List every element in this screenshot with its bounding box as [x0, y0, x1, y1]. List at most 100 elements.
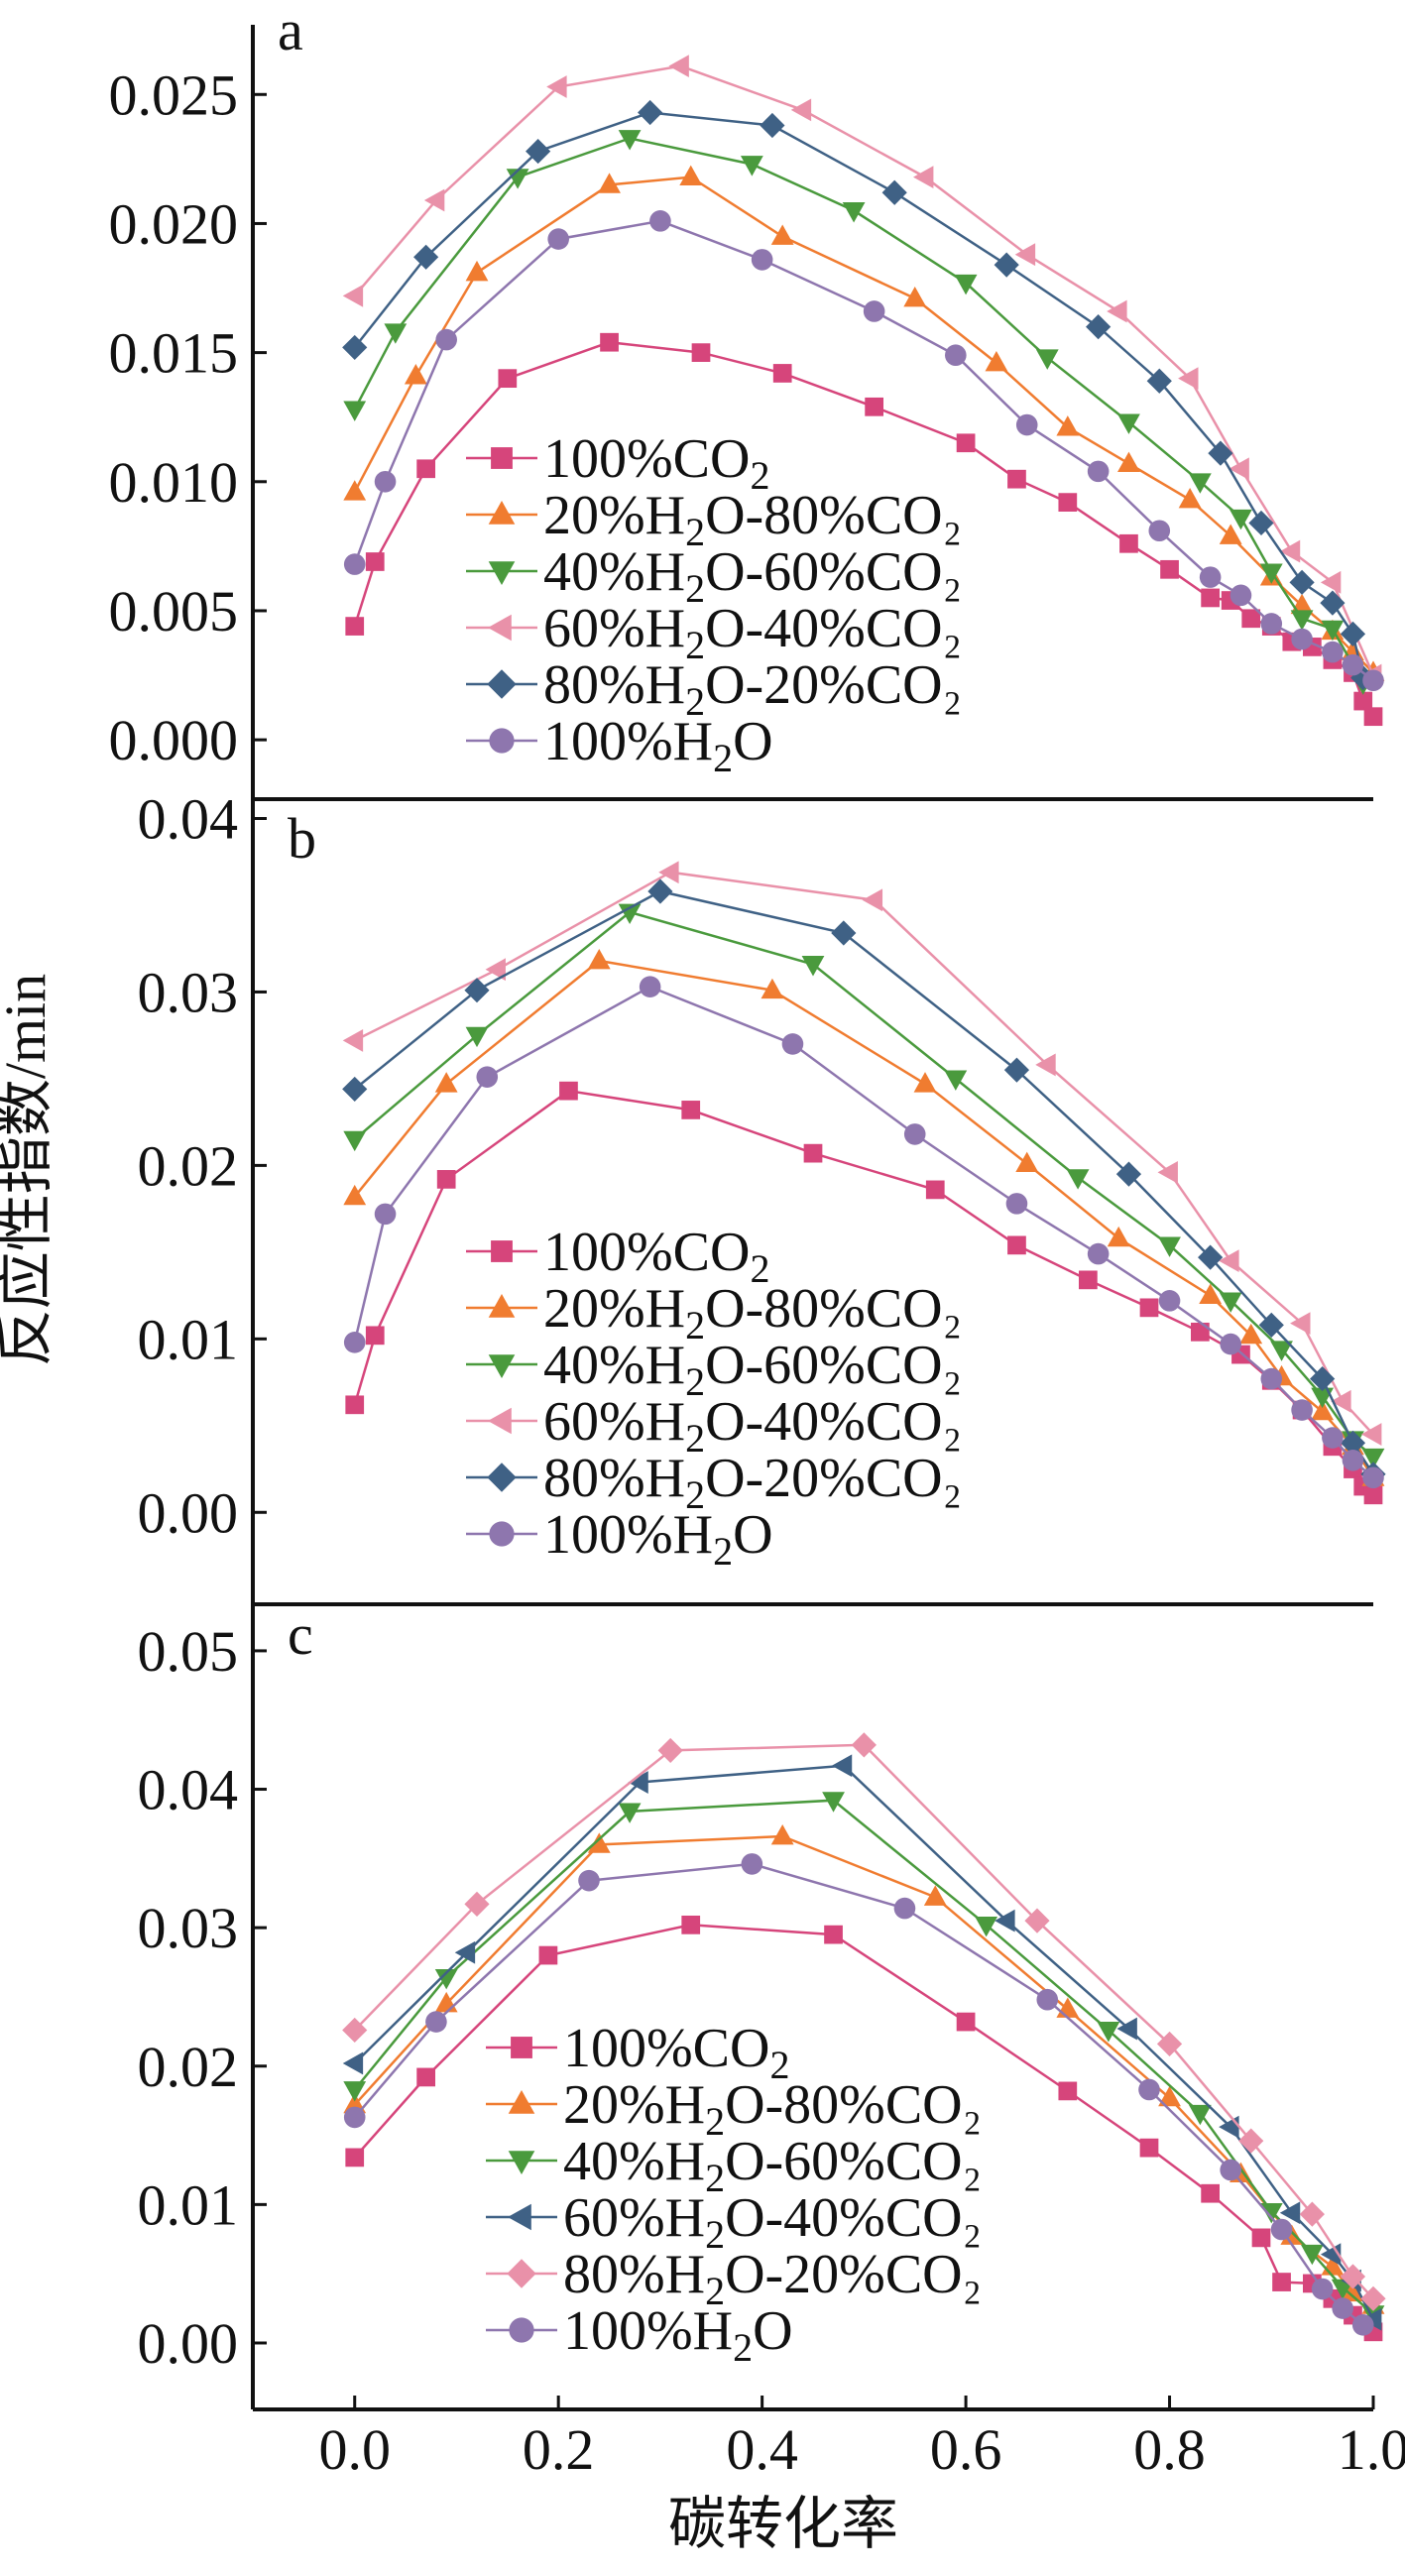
data-point: [1342, 1449, 1364, 1471]
data-point: [464, 978, 490, 1003]
data-point: [985, 351, 1008, 372]
data-point: [881, 179, 907, 205]
y-tick-label: 0.03: [138, 1896, 239, 1960]
data-point: [1058, 2081, 1078, 2101]
series-5: [342, 1732, 1386, 2311]
series-3: [343, 130, 1375, 695]
data-point: [365, 1326, 385, 1346]
data-point: [1115, 1161, 1142, 1187]
data-point: [761, 978, 784, 999]
data-point: [1272, 2273, 1291, 2291]
data-point: [1340, 1430, 1366, 1456]
data-point: [1158, 1236, 1181, 1257]
legend-marker: [491, 1240, 513, 1262]
legend-a: 100%CO220%H2O-80%CO₂40%H2O-60%CO₂60%H2O-…: [466, 428, 962, 780]
data-point: [954, 274, 978, 295]
data-point: [1220, 1333, 1241, 1355]
data-point: [506, 169, 529, 189]
data-point: [1259, 563, 1283, 584]
data-point: [1107, 1226, 1130, 1247]
data-point: [1107, 299, 1127, 323]
series-6: [343, 210, 1384, 692]
data-point: [1015, 413, 1038, 436]
data-point: [1191, 1322, 1210, 1342]
data-point: [1291, 628, 1313, 650]
data-point: [1248, 510, 1274, 536]
y-tick-label: 0.00: [138, 2311, 239, 2376]
legend-entry: 100%CO2: [486, 2018, 789, 2087]
data-point: [1079, 1270, 1098, 1290]
data-point: [598, 173, 621, 193]
y-tick-label: 0.025: [109, 62, 239, 127]
data-point: [578, 1869, 600, 1892]
legend-marker: [488, 614, 512, 642]
panel-c: 0.00 0.01 0.02 0.03 0.04 0.05 100%CO220%H2O-80…: [138, 1619, 1386, 2376]
data-point: [547, 228, 569, 250]
x-axis-title: 碳转化率: [668, 2492, 898, 2556]
y-tick-label: 0.03: [138, 960, 239, 1024]
data-point: [434, 1968, 458, 1990]
data-point: [862, 888, 883, 912]
data-point: [465, 1026, 489, 1048]
legend-label: 60%H2O-40%CO₂: [543, 1391, 962, 1461]
data-point: [1208, 440, 1233, 466]
legend-entry: 60%H2O-40%CO₂: [466, 1391, 962, 1461]
data-point: [1007, 1235, 1026, 1255]
data-point: [1241, 609, 1261, 629]
data-point: [1003, 1057, 1030, 1083]
y-tick-label: 0.010: [109, 450, 239, 515]
data-point: [1117, 451, 1140, 472]
panel-c-letter: c: [288, 1602, 313, 1667]
data-point: [1139, 2138, 1159, 2158]
legend-label: 100%H2O: [543, 711, 773, 780]
data-point: [1116, 2017, 1137, 2041]
data-point: [1342, 2281, 1364, 2302]
data-point: [1146, 368, 1172, 394]
data-point: [343, 1332, 366, 1353]
data-point: [1178, 488, 1202, 509]
data-point: [618, 903, 642, 924]
data-point: [851, 1732, 877, 1758]
x-axis-ticks: 0.0 0.2 0.4 0.6 0.8 1.0: [318, 2396, 1405, 2482]
data-point: [1219, 1249, 1239, 1273]
data-point: [668, 55, 689, 78]
data-point: [1320, 570, 1342, 594]
data-point: [1219, 524, 1242, 544]
x-tick-label: 0.2: [523, 2417, 595, 2482]
data-point: [1138, 2078, 1160, 2101]
data-point: [538, 1945, 558, 1965]
y-tick-label: 0.02: [138, 2035, 239, 2099]
data-point: [1198, 1244, 1224, 1270]
data-point: [587, 1832, 611, 1853]
data-point: [343, 1130, 367, 1152]
data-point: [343, 1184, 367, 1206]
data-point: [416, 459, 435, 479]
data-point: [1058, 493, 1078, 512]
x-tick-label: 0.4: [726, 2417, 798, 2482]
data-point: [365, 552, 385, 571]
data-point: [1087, 1242, 1110, 1265]
legend-entry: 100%CO2: [466, 1222, 769, 1291]
data-point: [1199, 566, 1222, 588]
data-point: [1035, 1053, 1056, 1077]
series-4: [342, 861, 1382, 1446]
series-4: [342, 55, 1382, 687]
data-point: [681, 1101, 701, 1119]
data-point: [1260, 613, 1283, 635]
data-point: [343, 480, 367, 501]
data-point: [842, 202, 866, 223]
y-tick-label: 0.01: [138, 2172, 239, 2237]
legend-label: 20%H2O-80%CO₂: [543, 485, 962, 554]
data-point: [638, 99, 663, 126]
legend-marker: [489, 1521, 515, 1547]
data-point: [741, 1853, 763, 1875]
data-point: [1160, 559, 1179, 579]
legend-entry: 100%H2O: [466, 711, 773, 780]
data-point: [342, 334, 368, 361]
data-point: [464, 1891, 490, 1918]
data-point: [863, 300, 885, 322]
legend-entry: 40%H2O-60%CO₂: [466, 1335, 962, 1404]
legend-entry: 80%H2O-20%CO₂: [466, 1448, 962, 1517]
data-point: [1251, 2228, 1271, 2248]
data-point: [956, 433, 976, 453]
